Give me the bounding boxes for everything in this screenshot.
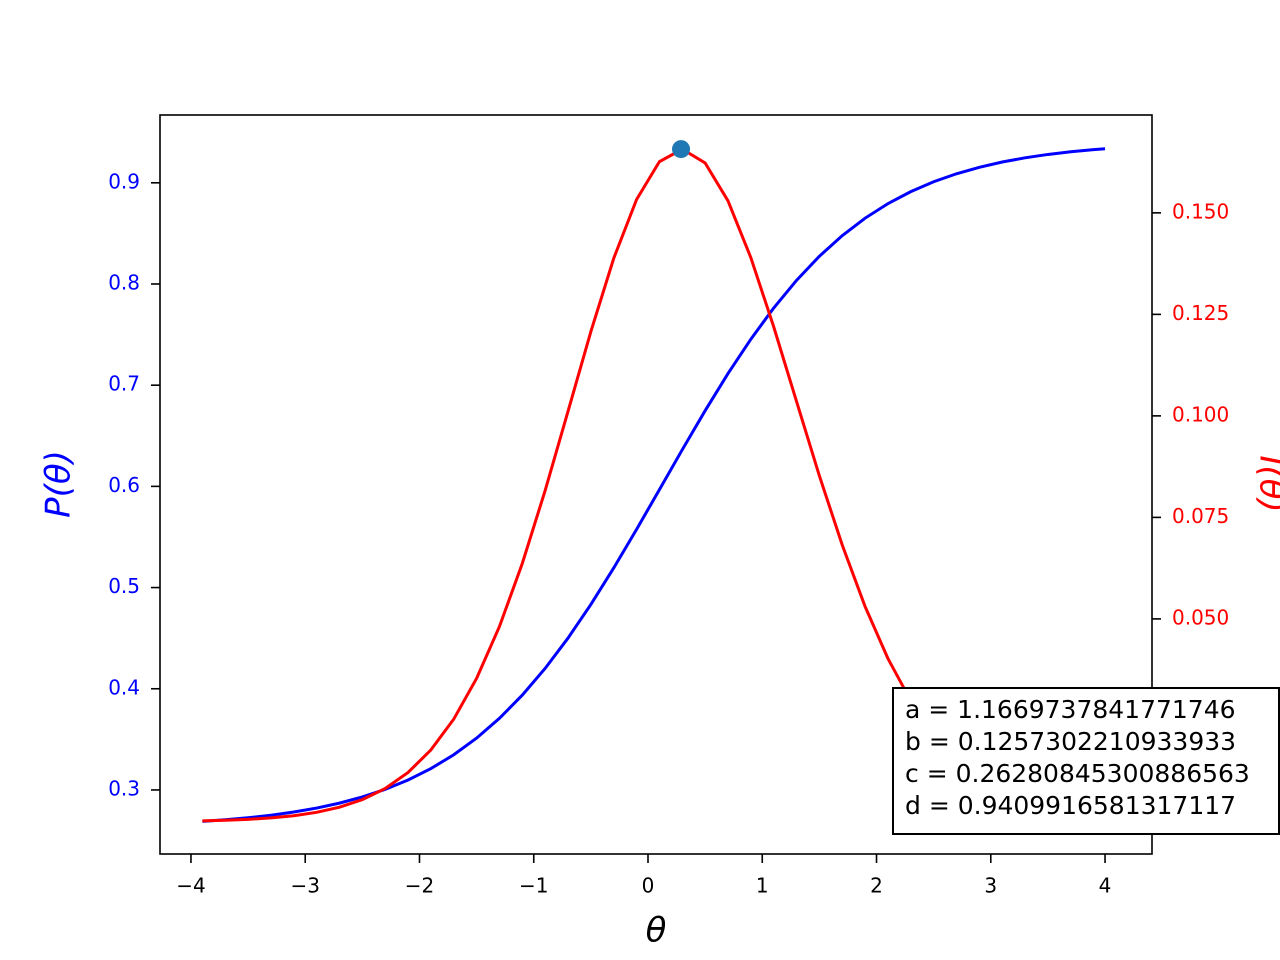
y-tick-label: 0.5 xyxy=(108,574,140,598)
annotation-text: a = 1.1669737841771746 xyxy=(905,695,1236,724)
x-tick-label: −2 xyxy=(405,874,434,898)
x-tick-label: −4 xyxy=(176,874,205,898)
x-tick-label: −3 xyxy=(290,874,319,898)
y-tick-label: 0.7 xyxy=(108,372,140,396)
y-tick-label: 0.3 xyxy=(108,776,140,800)
y2-tick-label: 0.050 xyxy=(1172,605,1229,629)
y-tick-label: 0.6 xyxy=(108,473,140,497)
y2-tick-label: 0.075 xyxy=(1172,504,1229,528)
x-tick-label: −1 xyxy=(519,874,548,898)
y-axis-label: P(θ) xyxy=(39,450,79,518)
y-tick-label: 0.4 xyxy=(108,675,140,699)
x-tick-label: 4 xyxy=(1099,874,1112,898)
x-tick-label: 2 xyxy=(870,874,883,898)
annotation-text: c = 0.26280845300886563 xyxy=(905,759,1250,788)
annotation-text: b = 0.1257302210933933 xyxy=(905,727,1236,756)
y-tick-label: 0.9 xyxy=(108,169,140,193)
x-axis-label: θ xyxy=(646,911,667,951)
x-tick-label: 0 xyxy=(642,874,655,898)
y2-axis-label: I(θ) xyxy=(1252,455,1280,512)
data-line xyxy=(202,147,1106,823)
peak-marker xyxy=(672,140,691,159)
annotation-text: d = 0.9409916581317117 xyxy=(905,791,1236,820)
y2-tick-label: 0.150 xyxy=(1172,199,1229,223)
annotation-box xyxy=(892,687,1280,835)
y2-tick-label: 0.125 xyxy=(1172,301,1229,325)
y2-tick-label: 0.100 xyxy=(1172,402,1229,426)
x-tick-label: 3 xyxy=(984,874,997,898)
x-tick-label: 1 xyxy=(756,874,769,898)
y-tick-label: 0.8 xyxy=(108,270,140,294)
plot-frame xyxy=(159,114,1153,855)
